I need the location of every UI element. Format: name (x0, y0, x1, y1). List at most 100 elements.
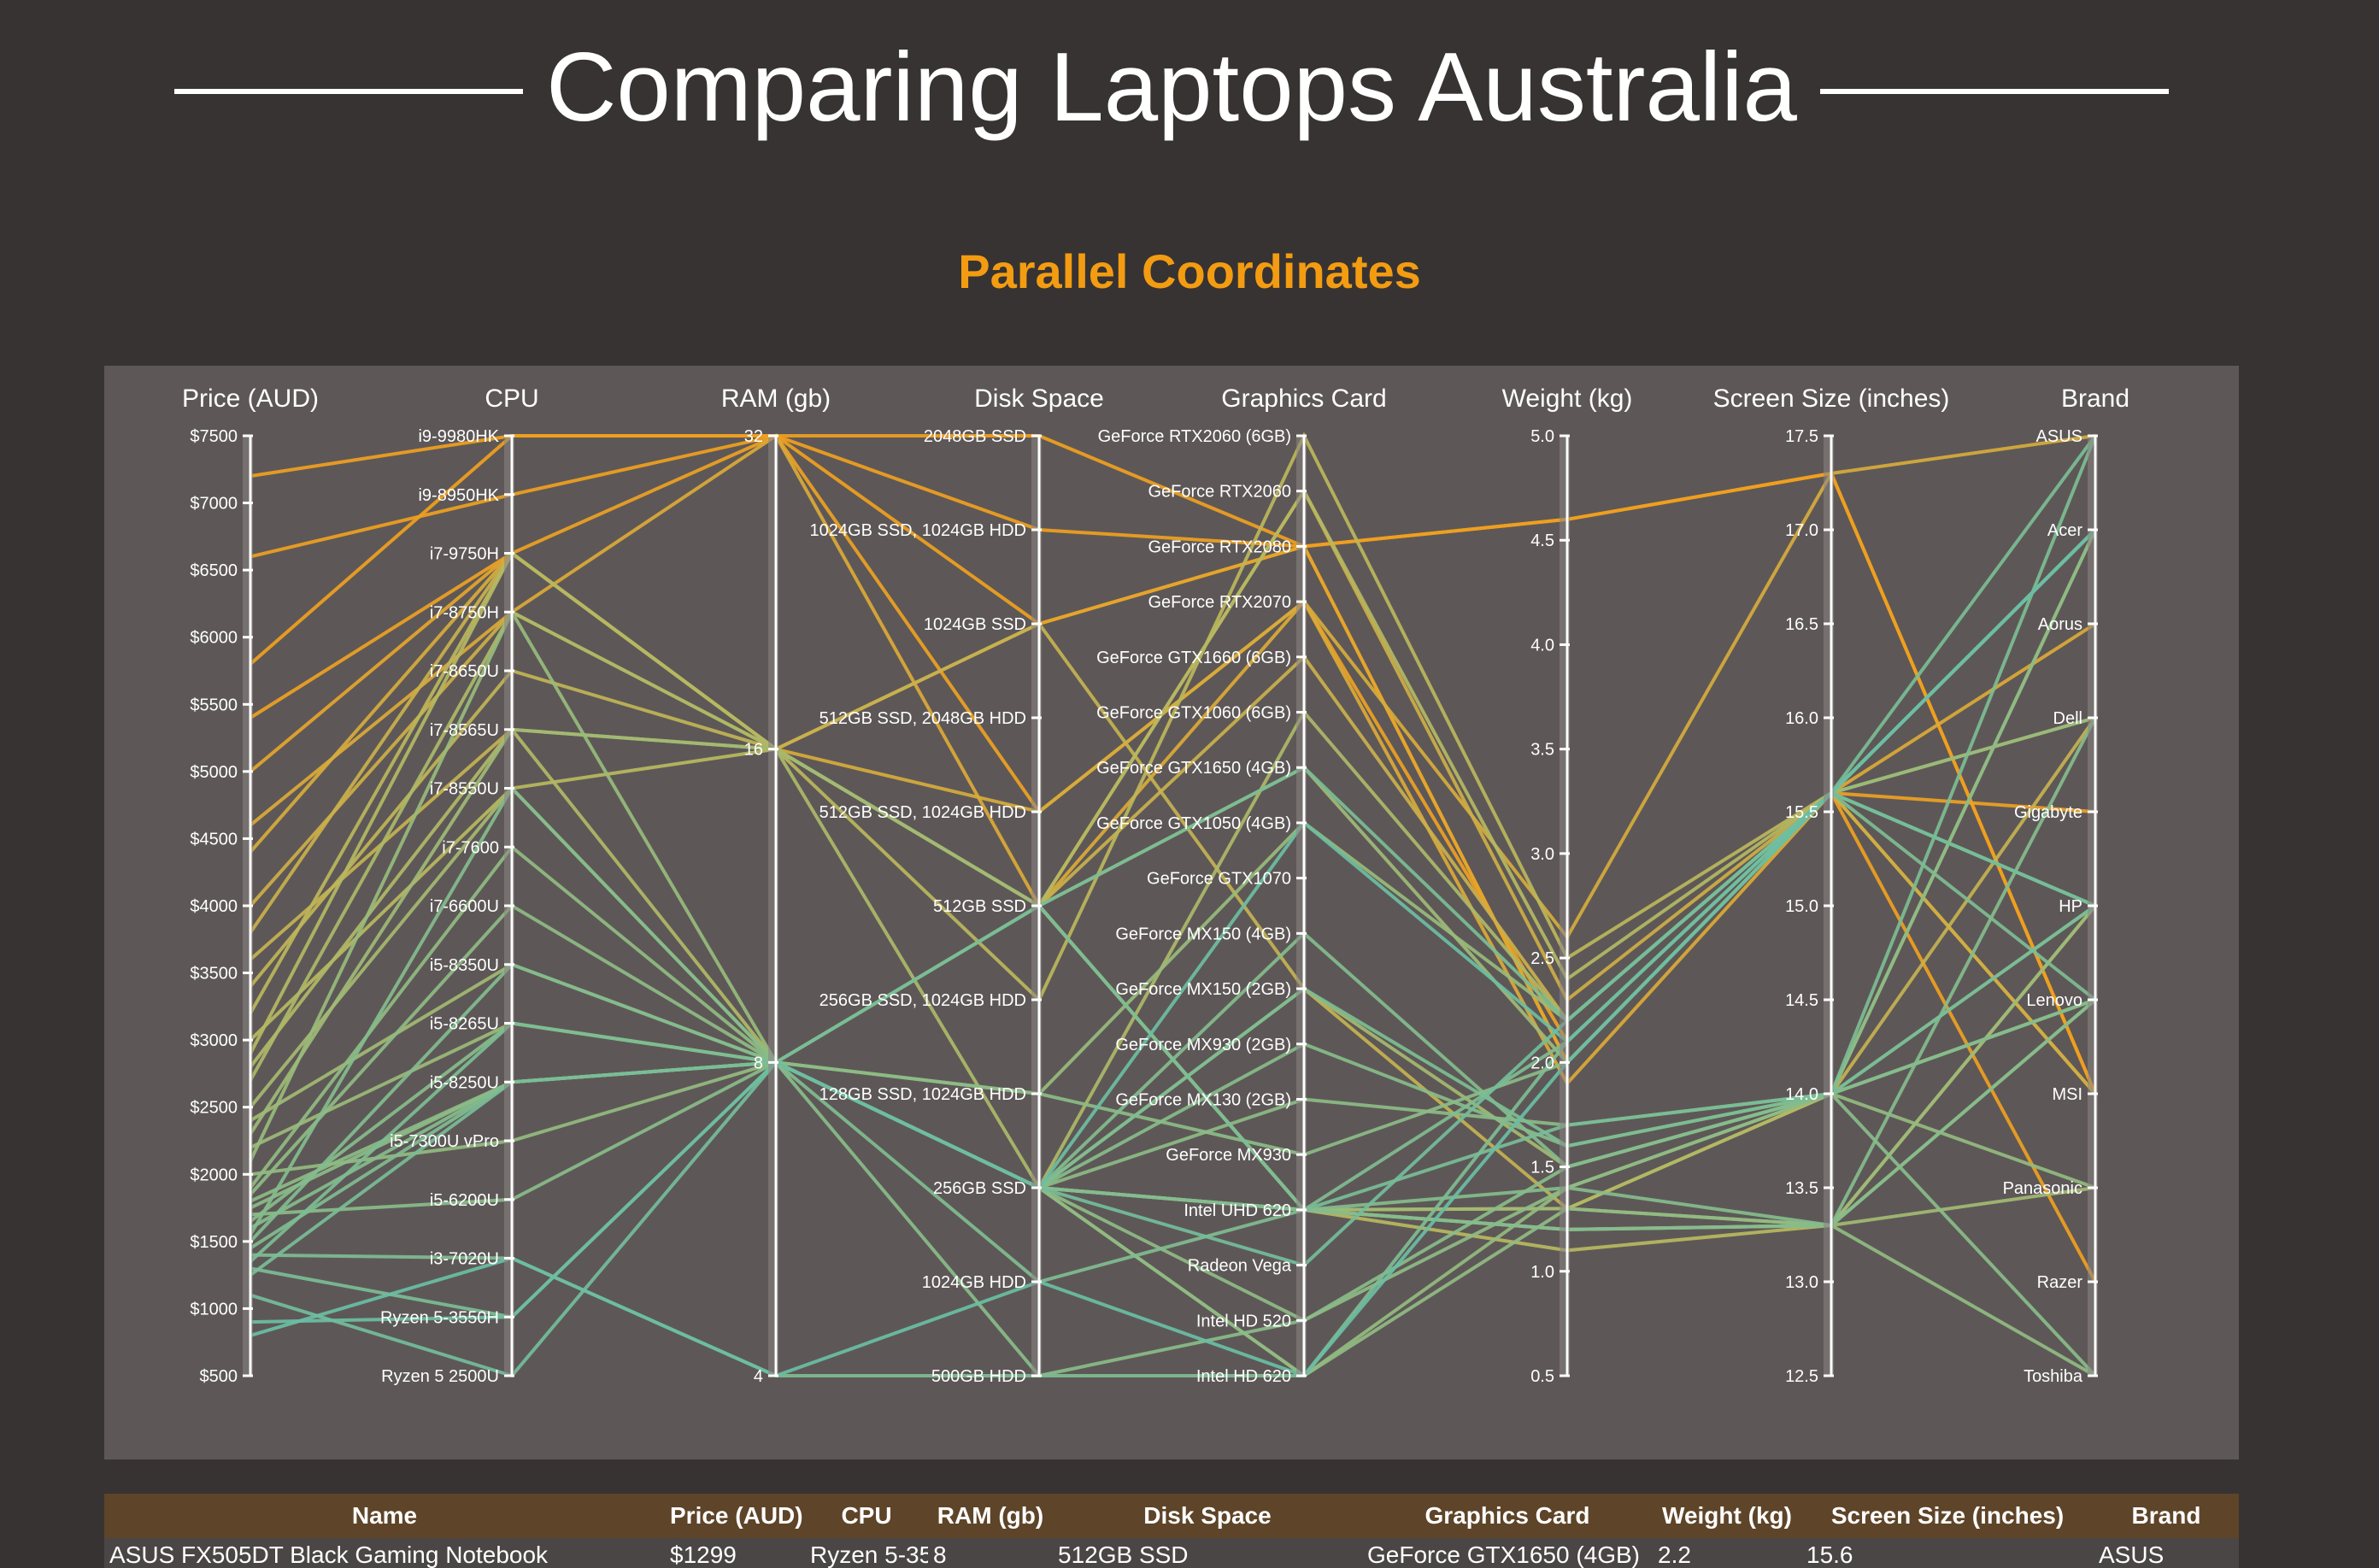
table-row[interactable]: ASUS FX505DT Black Gaming Notebook $1299 R… (104, 1538, 2239, 1568)
tick-label: 1.5 (1530, 1159, 1554, 1177)
series-line-37 (250, 790, 2096, 1378)
tick-label: Radeon Vega (1188, 1257, 1292, 1276)
tick-label: Toshiba (2024, 1367, 2083, 1386)
tick-label: $2000 (190, 1166, 238, 1184)
data-table: Name Price (AUD) CPU RAM (gb) Disk Space Grap… (104, 1494, 2239, 1568)
tick-label: GeForce RTX2060 (1148, 483, 1292, 502)
tick-label: 15.5 (1785, 803, 1818, 822)
series-line-28 (249, 904, 2097, 1223)
tick-label: HP (2059, 897, 2082, 916)
table-cell: ASUS FX505DT Black Gaming Notebook (109, 1542, 549, 1568)
tick-label: 2.0 (1530, 1054, 1554, 1072)
tick-label: $7000 (190, 495, 238, 514)
chart-subtitle: Parallel Coordinates (958, 244, 1421, 298)
tick-label: GeForce GTX1070 (1147, 870, 1291, 889)
tick-label: 512GB SSD (933, 897, 1026, 916)
column-header[interactable]: Brand (2131, 1502, 2201, 1529)
tick-label: 17.0 (1785, 521, 1818, 540)
axis-title: Disk Space (974, 385, 1104, 413)
tick-label: 4.5 (1530, 531, 1554, 550)
tick-label: 32 (744, 427, 763, 446)
tick-label: 12.5 (1785, 1367, 1818, 1386)
tick-label: GeForce RTX2060 (6GB) (1098, 427, 1291, 446)
tick-label: $2500 (190, 1099, 238, 1118)
series-line-34 (249, 435, 2097, 1263)
axis-price-aud: Price (AUD) $7500 $7000 $6500 $6000 $5500 $500… (182, 385, 319, 1386)
tick-label: 8 (754, 1054, 763, 1072)
parallel-coordinates-panel: Price (AUD) $7500 $7000 $6500 $6000 $5500 $500… (104, 366, 2239, 1459)
axes-layer: Price (AUD) $7500 $7000 $6500 $6000 $5500 $500… (182, 385, 2129, 1386)
tick-label: $3000 (190, 1031, 238, 1050)
tick-label: Dell (2053, 709, 2082, 728)
tick-label: 500GB HDD (931, 1367, 1026, 1386)
series-line-7 (249, 434, 2096, 941)
tick-label: i7-7600 (442, 838, 499, 857)
tick-label: GeForce MX930 (1166, 1146, 1291, 1165)
tick-label: Acer (2047, 521, 2082, 540)
tick-label: 128GB SSD, 1024GB HDD (819, 1085, 1026, 1104)
tick-label: 2.5 (1530, 949, 1554, 968)
column-header[interactable]: Weight (kg) (1662, 1502, 1792, 1529)
series-line-36 (249, 903, 2097, 1277)
tick-label: 14.0 (1785, 1085, 1818, 1104)
tick-label: i9-9980HK (418, 427, 499, 446)
table-cell: 512GB SSD (1058, 1542, 1189, 1568)
tick-label: i7-8750H (430, 603, 499, 622)
tick-label: Intel UHD 620 (1184, 1201, 1291, 1220)
tick-label: 1.0 (1530, 1263, 1554, 1282)
series-line-14 (249, 487, 2096, 1054)
tick-label: GeForce GTX1060 (6GB) (1096, 704, 1291, 723)
tick-label: GeForce MX150 (2GB) (1115, 980, 1291, 999)
tick-label: Lenovo (2026, 991, 2082, 1010)
tick-label: $1500 (190, 1233, 238, 1252)
tick-label: $3500 (190, 965, 238, 984)
axis-brand: Brand ASUS Acer Aorus Dell Gigabyte HP Lenovo MS… (2003, 385, 2129, 1386)
tick-label: 256GB SSD, 1024GB HDD (819, 991, 1026, 1010)
tick-label: 5.0 (1530, 427, 1554, 446)
tick-label: GeForce MX150 (4GB) (1115, 925, 1291, 943)
table-body: ASUS FX505DT Black Gaming Notebook $1299 R… (104, 1538, 2239, 1568)
tick-label: 4 (754, 1367, 763, 1386)
tick-label: i7-6600U (430, 897, 499, 916)
axis-screen-size-inches: Screen Size (inches) 17.5 17.0 16.5 16.0 15.5… (1713, 385, 1950, 1386)
column-header[interactable]: Screen Size (inches) (1830, 1502, 2065, 1529)
column-header[interactable]: Price (AUD) (670, 1502, 803, 1529)
tick-label: 1024GB SSD, 1024GB HDD (810, 521, 1026, 540)
column-header[interactable]: Name (351, 1502, 418, 1529)
tick-label: 1024GB HDD (922, 1273, 1026, 1292)
title-rule-left (174, 89, 523, 94)
table-cell: ASUS (2099, 1542, 2165, 1568)
tick-label: Gigabyte (2014, 803, 2082, 822)
column-header[interactable]: RAM (gb) (937, 1502, 1044, 1529)
tick-label: GeForce GTX1650 (4GB) (1096, 759, 1291, 778)
axis-graphics-card: Graphics Card GeForce RTX2060 (6GB) GeForc… (1096, 385, 1387, 1386)
table-cell: 8 (933, 1542, 947, 1568)
tick-label: 13.5 (1785, 1179, 1818, 1198)
axis-disk-space: Disk Space 2048GB SSD 1024GB SSD, 1024GB H… (810, 385, 1104, 1386)
tick-label: $500 (200, 1367, 238, 1386)
tick-label: i7-8565U (430, 721, 499, 740)
tick-label: i7-8550U (430, 780, 499, 799)
column-header[interactable]: CPU (841, 1502, 892, 1529)
tick-label: Ryzen 5-3550H (380, 1308, 499, 1327)
tick-label: 3.0 (1530, 845, 1554, 864)
tick-label: i5-6200U (430, 1191, 499, 1210)
table-cell: 2.2 (1658, 1542, 1691, 1568)
tick-label: $5000 (190, 763, 238, 782)
tick-label: i5-8350U (430, 956, 499, 975)
column-header[interactable]: Disk Space (1143, 1502, 1272, 1529)
tick-label: Intel HD 620 (1196, 1367, 1291, 1386)
tick-label: 512GB SSD, 1024GB HDD (819, 803, 1026, 822)
tick-label: i5-8250U (430, 1073, 499, 1092)
tick-label: 17.5 (1785, 427, 1818, 446)
table-cell: Ryzen 5-3550H (810, 1542, 928, 1568)
column-header[interactable]: Graphics Card (1424, 1502, 1590, 1529)
tick-label: 2048GB SSD (924, 427, 1026, 446)
tick-label: 256GB SSD (933, 1179, 1026, 1198)
series-line-23 (249, 844, 2096, 1378)
series-line-39 (250, 528, 2097, 1378)
title-rule-right (1820, 89, 2169, 94)
tick-label: Razer (2037, 1273, 2083, 1292)
laptop-table: Name Price (AUD) CPU RAM (gb) Disk Space Grap… (104, 1494, 2239, 1568)
tick-label: $5500 (190, 696, 238, 714)
